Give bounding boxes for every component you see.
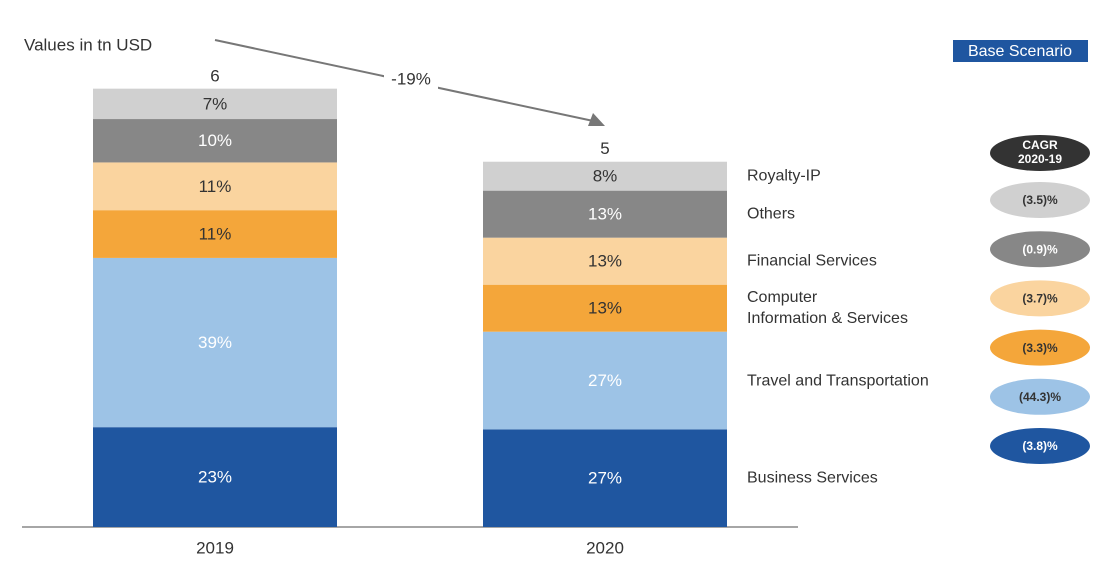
bar-segment <box>93 257 337 428</box>
cagr-pill <box>990 329 1090 366</box>
badge-box <box>953 40 1088 62</box>
data-label: 13% <box>588 252 622 271</box>
annotation: -19% <box>391 69 431 88</box>
annotation-bg <box>384 68 438 92</box>
data-label: 39% <box>198 333 232 352</box>
total-label: 5 <box>600 139 609 158</box>
cagr-label: (3.5)% <box>1022 193 1058 207</box>
cagr-label: (0.9)% <box>1022 242 1058 256</box>
total-label: 6 <box>210 66 219 85</box>
bar-segment <box>483 284 727 332</box>
cagr-title: CAGR 2020-19 <box>1018 138 1062 166</box>
legend-label: Royalty-IP <box>747 167 821 185</box>
x-tick-label: 2019 <box>196 538 234 557</box>
bar-segment <box>483 237 727 285</box>
cagr-header-pill <box>990 135 1090 171</box>
bar-segment <box>483 161 727 191</box>
data-label: 27% <box>588 469 622 488</box>
bar-segment <box>483 429 727 527</box>
legend-label: Financial Services <box>747 252 877 270</box>
cagr-title-line: 2020-19 <box>1018 152 1062 166</box>
data-label: 11% <box>199 225 232 244</box>
cagr-pill <box>990 428 1090 464</box>
arrow-head <box>588 113 605 126</box>
bar-segment <box>93 88 337 120</box>
cagr-pill <box>990 378 1090 415</box>
data-label: 13% <box>588 205 622 224</box>
cagr-label: (3.3)% <box>1022 341 1058 355</box>
cagr-label: (44.3)% <box>1019 390 1061 404</box>
data-label: 7% <box>203 94 228 113</box>
data-label: 23% <box>198 468 232 487</box>
bar-segment <box>93 427 337 527</box>
subtitle: Values in tn USD <box>24 35 152 54</box>
bar-segment <box>93 162 337 211</box>
legend-label: Others <box>747 205 796 223</box>
data-label: 8% <box>593 167 618 186</box>
cagr-label: (3.8)% <box>1022 439 1058 453</box>
data-label: 10% <box>198 131 232 150</box>
data-label: 11% <box>199 177 232 196</box>
legend-label: Computer Information & Services <box>747 289 908 328</box>
x-tick-label: 2020 <box>586 538 624 557</box>
bar-segment <box>93 119 337 163</box>
bar-segment <box>483 331 727 430</box>
data-label: 27% <box>588 371 622 390</box>
cagr-title-line: CAGR <box>1022 138 1058 152</box>
bar-segment <box>93 210 337 258</box>
bar-segment <box>483 190 727 238</box>
cagr-pill <box>990 280 1090 317</box>
data-label: 13% <box>588 299 622 318</box>
badge: Base Scenario <box>968 43 1072 60</box>
cagr-pill <box>990 182 1090 218</box>
legend-label: Travel and Transportation <box>747 372 929 390</box>
cagr-pill <box>990 231 1090 268</box>
cagr-label: (3.7)% <box>1022 292 1058 306</box>
legend-label: Business Services <box>747 469 878 487</box>
